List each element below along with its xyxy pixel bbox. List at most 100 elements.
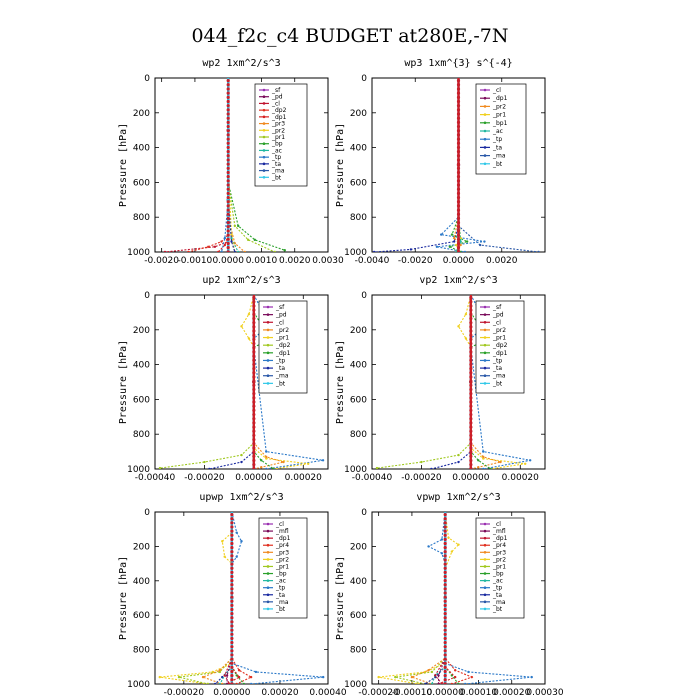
data-point	[243, 250, 247, 252]
legend: _cl_mfl_dp1_pr4_pr3_pr2_pr1_bp_ac_tp_ta_…	[475, 517, 525, 619]
legend-marker	[266, 328, 270, 332]
y-tick-label: 400	[350, 577, 367, 587]
y-tick-label: 1000	[127, 680, 150, 690]
data-point	[443, 533, 447, 537]
x-tick-label: 0.0000	[443, 256, 475, 266]
data-point	[443, 546, 447, 550]
data-point	[230, 579, 234, 583]
data-point	[463, 682, 467, 684]
panels: wp2 1xm^2/s^3 Pressure [hPa] 0 200 400 600 800…	[118, 58, 564, 698]
legend-label: _ma	[275, 599, 289, 606]
legend-label: _pr3	[271, 121, 285, 128]
legend-label: _bt	[492, 380, 503, 387]
y-tick-label: 600	[350, 178, 367, 188]
data-point	[482, 450, 485, 453]
data-point	[230, 533, 234, 537]
series-line-pr4	[231, 512, 253, 684]
legend-label: _dp1	[492, 350, 508, 357]
data-point	[226, 204, 230, 208]
data-point	[469, 387, 473, 392]
data-point	[456, 124, 461, 129]
data-point	[226, 137, 230, 141]
data-point	[240, 453, 243, 457]
x-tick-label: 0.00020	[493, 688, 530, 698]
data-point	[443, 669, 447, 674]
legend-label: _pr1	[492, 563, 506, 570]
legend-marker	[262, 142, 266, 146]
data-point	[218, 669, 222, 672]
y-axis-label: Pressure [hPa]	[335, 340, 346, 424]
data-point	[252, 321, 256, 325]
legend-marker	[266, 305, 270, 309]
legend-box	[258, 300, 308, 394]
data-point	[443, 616, 447, 620]
legend-label: _pr2	[492, 103, 506, 110]
legend-marker	[483, 113, 487, 116]
data-point	[469, 316, 473, 321]
data-point	[443, 554, 447, 558]
data-point	[252, 304, 256, 308]
x-tick-label: -0.00010	[392, 688, 433, 698]
data-point	[456, 179, 461, 183]
legend-label: _tp	[275, 357, 285, 364]
data-point	[252, 341, 256, 346]
data-point	[443, 529, 447, 533]
data-point	[443, 587, 447, 591]
series-line-pr1	[395, 512, 446, 684]
data-point	[456, 150, 461, 154]
data-point	[443, 653, 447, 657]
data-point	[450, 550, 454, 553]
data-point	[226, 150, 230, 154]
data-point	[201, 675, 205, 679]
data-point	[260, 459, 263, 462]
data-point	[456, 233, 461, 237]
data-point	[459, 243, 462, 247]
data-point	[252, 404, 256, 408]
series-group	[377, 512, 533, 684]
data-point	[443, 583, 447, 587]
data-point	[252, 454, 256, 458]
data-point	[440, 552, 444, 555]
legend-marker	[262, 88, 266, 92]
data-point	[252, 446, 256, 450]
data-point	[464, 312, 468, 316]
data-point	[226, 170, 230, 175]
data-point	[220, 250, 223, 252]
y-tick-label: 200	[350, 326, 367, 336]
legend-marker	[483, 105, 487, 108]
series-line-pr3	[410, 512, 446, 684]
data-point	[456, 104, 461, 108]
data-point	[260, 466, 263, 469]
data-point	[226, 220, 230, 225]
y-tick-label: 1000	[344, 465, 367, 475]
data-point	[230, 537, 234, 541]
data-point	[456, 204, 461, 208]
data-point	[230, 587, 234, 591]
data-point	[230, 233, 233, 236]
data-point	[230, 682, 234, 684]
data-point	[524, 462, 527, 465]
data-point	[230, 558, 234, 562]
data-point	[230, 649, 234, 653]
series-line-pr1	[457, 295, 526, 469]
data-point	[226, 229, 230, 233]
data-point	[478, 243, 482, 247]
legend-label: _cl	[492, 521, 501, 528]
panel-title: wp3 1xm^{3} s^{-4}	[404, 58, 512, 69]
legend-box	[475, 300, 525, 394]
x-tick-label: 0.00030	[526, 688, 563, 698]
legend-label: _dp2	[492, 342, 508, 349]
data-point	[452, 240, 456, 243]
data-point	[456, 145, 461, 150]
data-point	[230, 236, 233, 240]
data-point	[218, 670, 222, 674]
legend-marker	[483, 359, 487, 362]
data-point	[230, 566, 234, 570]
series-line-pr1	[178, 512, 233, 684]
legend-marker	[262, 155, 266, 159]
data-point	[456, 241, 461, 246]
data-point	[226, 91, 230, 95]
y-tick-label: 1000	[344, 680, 367, 690]
data-point	[223, 555, 226, 558]
legend: _cl_dp1_pr2 _pr1_bp1_ac_tp_ta _ma_bt	[475, 83, 527, 175]
